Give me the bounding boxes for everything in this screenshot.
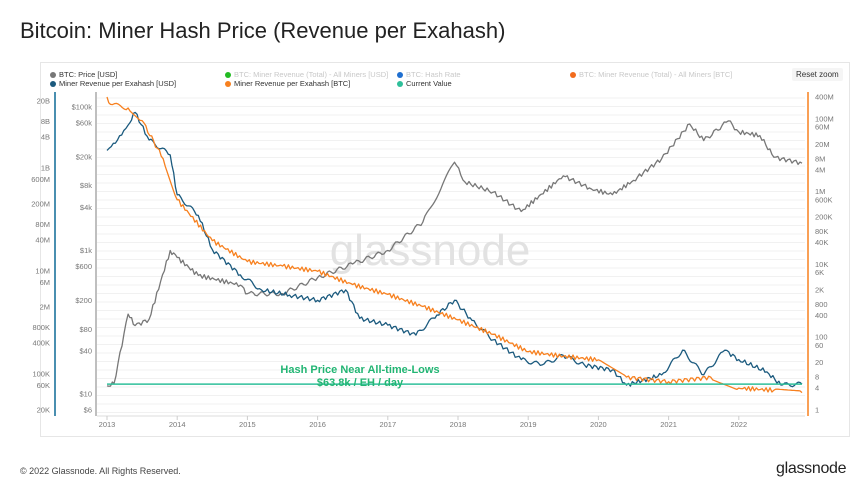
x-tick-label: 2019 bbox=[520, 420, 537, 429]
right-tick-label: 8M bbox=[815, 154, 825, 163]
right-tick-label: 60 bbox=[815, 341, 823, 350]
price-tick-label: $60k bbox=[76, 118, 93, 127]
price-tick-label: $4k bbox=[80, 203, 92, 212]
legend-label: BTC: Price [USD] bbox=[59, 70, 118, 79]
left-outer-tick-label: 800K bbox=[32, 323, 50, 332]
right-tick-label: 8 bbox=[815, 373, 819, 382]
legend-item-current-value[interactable]: Current Value bbox=[397, 79, 452, 88]
left-outer-tick-label: 80M bbox=[35, 220, 50, 229]
legend-dot-icon bbox=[225, 80, 231, 87]
annotation-line2: $63.8k / EH / day bbox=[317, 377, 404, 389]
right-tick-label: 100M bbox=[815, 114, 834, 123]
right-tick-label: 4M bbox=[815, 165, 825, 174]
legend-item-revenue-per-eh-usd[interactable]: Miner Revenue per Exahash [USD] bbox=[50, 79, 176, 88]
price-tick-label: $600 bbox=[75, 262, 92, 271]
right-tick-label: 6K bbox=[815, 268, 824, 277]
legend-item-btc-price[interactable]: BTC: Price [USD] bbox=[50, 70, 117, 79]
left-outer-tick-label: 6M bbox=[40, 278, 50, 287]
revenue-per-eh-usd-line bbox=[106, 111, 803, 388]
left-outer-tick-label: 20K bbox=[37, 406, 50, 415]
right-tick-label: 4 bbox=[815, 384, 819, 393]
legend-dot-icon bbox=[50, 80, 56, 87]
left-outer-tick-label: 600M bbox=[31, 175, 50, 184]
left-outer-tick-label: 4B bbox=[41, 132, 50, 141]
legend-item-revenue-per-eh-btc[interactable]: Miner Revenue per Exahash [BTC] bbox=[225, 79, 350, 88]
x-tick-label: 2014 bbox=[169, 420, 186, 429]
chart-frame bbox=[40, 62, 850, 437]
right-tick-label: 400M bbox=[815, 93, 834, 102]
legend-dot-icon bbox=[50, 71, 56, 78]
right-tick-label: 80K bbox=[815, 227, 828, 236]
right-tick-label: 20M bbox=[815, 140, 830, 149]
price-tick-label: $40 bbox=[79, 346, 92, 355]
right-tick-label: 800 bbox=[815, 300, 828, 309]
legend-label: Miner Revenue per Exahash [USD] bbox=[59, 79, 177, 88]
legend-dot-icon bbox=[570, 71, 576, 78]
page-title: Bitcoin: Miner Hash Price (Revenue per E… bbox=[20, 18, 506, 43]
legend-label: Miner Revenue per Exahash [BTC] bbox=[234, 79, 351, 88]
x-tick-label: 2018 bbox=[450, 420, 467, 429]
legend-dot-icon bbox=[225, 71, 231, 78]
price-tick-label: $6 bbox=[84, 406, 92, 415]
price-tick-label: $80 bbox=[79, 325, 92, 334]
x-tick-label: 2017 bbox=[379, 420, 396, 429]
price-tick-label: $200 bbox=[75, 296, 92, 305]
right-tick-label: 40K bbox=[815, 238, 828, 247]
x-tick-label: 2015 bbox=[239, 420, 256, 429]
right-tick-label: 2K bbox=[815, 285, 824, 294]
left-outer-tick-label: 100K bbox=[32, 370, 50, 379]
price-tick-label: $1k bbox=[80, 246, 92, 255]
right-tick-label: 100 bbox=[815, 333, 828, 342]
right-tick-label: 60M bbox=[815, 122, 830, 131]
right-tick-label: 400 bbox=[815, 311, 828, 320]
right-tick-label: 20 bbox=[815, 358, 823, 367]
left-outer-tick-label: 200M bbox=[31, 200, 50, 209]
revenue-per-eh-btc-line bbox=[106, 96, 803, 394]
right-tick-label: 1 bbox=[815, 406, 819, 415]
x-tick-label: 2016 bbox=[309, 420, 326, 429]
left-outer-tick-label: 2M bbox=[40, 303, 50, 312]
legend-label: Current Value bbox=[406, 79, 452, 88]
x-tick-label: 2022 bbox=[730, 420, 747, 429]
legend-item-miner-revenue-btc[interactable]: BTC: Miner Revenue (Total) - All Miners … bbox=[570, 70, 732, 79]
legend-label: BTC: Hash Rate bbox=[406, 70, 461, 79]
price-tick-label: $8k bbox=[80, 181, 92, 190]
legend-item-hash-rate[interactable]: BTC: Hash Rate bbox=[397, 70, 461, 79]
legend-dot-icon bbox=[397, 71, 403, 78]
annotation-line1: Hash Price Near All-time-Lows bbox=[280, 364, 439, 376]
x-tick-label: 2021 bbox=[660, 420, 677, 429]
price-tick-label: $10 bbox=[79, 390, 92, 399]
right-tick-label: 10K bbox=[815, 260, 828, 269]
price-tick-label: $100k bbox=[72, 103, 93, 112]
price-tick-label: $20k bbox=[76, 153, 93, 162]
reset-zoom-button[interactable]: Reset zoom bbox=[792, 68, 843, 81]
legend-label: BTC: Miner Revenue (Total) - All Miners … bbox=[234, 70, 389, 79]
legend-item-miner-revenue-usd[interactable]: BTC: Miner Revenue (Total) - All Miners … bbox=[225, 70, 388, 79]
right-tick-label: 200K bbox=[815, 213, 833, 222]
left-outer-tick-label: 10M bbox=[35, 267, 50, 276]
glassnode-logo: glassnode bbox=[776, 460, 847, 477]
copyright: © 2022 Glassnode. All Rights Reserved. bbox=[20, 466, 181, 476]
right-tick-label: 1M bbox=[815, 187, 825, 196]
legend-label: BTC: Miner Revenue (Total) - All Miners … bbox=[579, 70, 733, 79]
left-outer-tick-label: 60K bbox=[37, 381, 50, 390]
left-outer-tick-label: 8B bbox=[41, 117, 50, 126]
price-line bbox=[106, 120, 803, 387]
watermark: glassnode bbox=[330, 226, 531, 275]
x-tick-label: 2020 bbox=[590, 420, 607, 429]
x-tick-label: 2013 bbox=[99, 420, 116, 429]
left-outer-tick-label: 40M bbox=[35, 235, 50, 244]
left-outer-tick-label: 20B bbox=[37, 97, 50, 106]
right-tick-label: 600K bbox=[815, 195, 833, 204]
left-outer-tick-label: 400K bbox=[32, 338, 50, 347]
left-outer-tick-label: 1B bbox=[41, 164, 50, 173]
legend-dot-icon bbox=[397, 80, 403, 87]
